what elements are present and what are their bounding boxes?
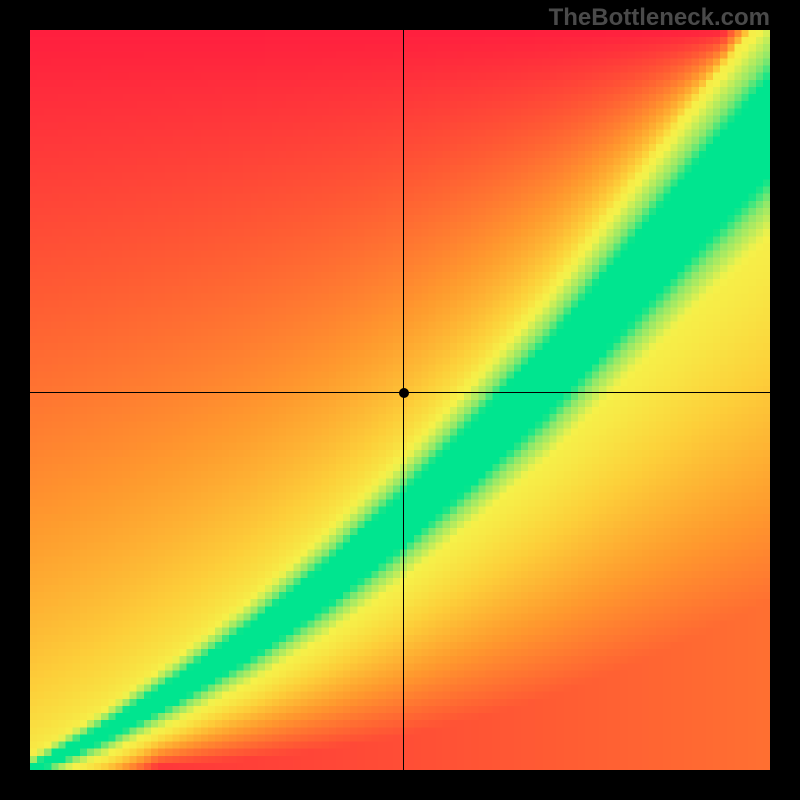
watermark-text: TheBottleneck.com: [549, 4, 770, 32]
selected-point: [399, 388, 409, 398]
bottleneck-heatmap: [30, 30, 770, 770]
crosshair-vertical: [403, 30, 405, 770]
